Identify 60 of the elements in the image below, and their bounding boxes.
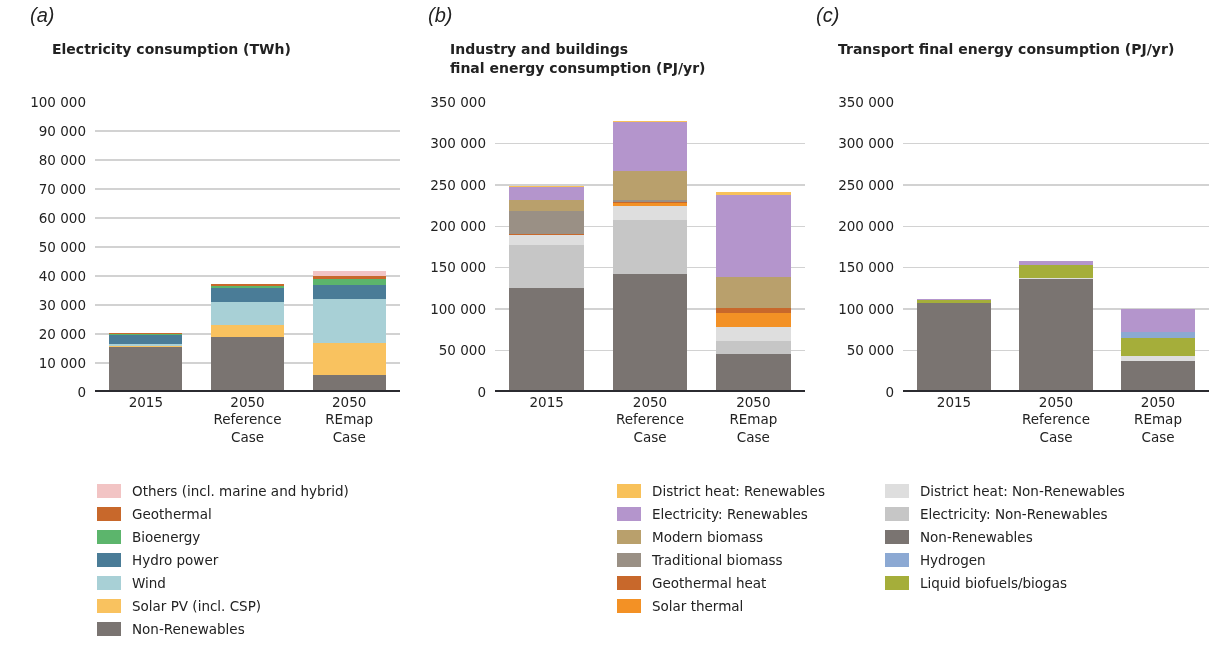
y-tick-label: 50 000 <box>846 342 894 359</box>
y-tick-label: 10 000 <box>38 354 86 371</box>
y-tick-label: 0 <box>477 383 486 400</box>
legend-label: Solar thermal <box>652 597 744 614</box>
y-tick-label: 200 000 <box>838 218 894 235</box>
y-tick-label: 250 000 <box>430 176 486 193</box>
y-tick-label: 100 000 <box>30 93 86 110</box>
legend-label: Non-Renewables <box>919 528 1033 545</box>
x-tick-label: 2015 <box>936 393 972 410</box>
y-tick-label: 90 000 <box>38 122 86 139</box>
text: (c) <box>816 4 840 27</box>
legend-label: Modern biomass <box>652 528 764 545</box>
chart-title: Electricity consumption (TWh) <box>52 40 291 59</box>
legend-label: Traditional biomass <box>652 551 783 568</box>
y-tick-label: 0 <box>77 383 86 400</box>
legend-label: Hydro power <box>132 551 219 568</box>
x-tick-label: 2050 Reference Case <box>1022 393 1090 445</box>
legend-label: District heat: Renewables <box>652 482 825 499</box>
y-tick-label: 50 000 <box>438 342 486 359</box>
legend-label: Electricity: Renewables <box>652 505 808 522</box>
y-tick-label: 200 000 <box>430 218 486 235</box>
text: (b) <box>428 4 453 27</box>
legend-label: Geothermal <box>132 505 212 522</box>
legend-label: Bioenergy <box>132 528 201 545</box>
legend-label: Electricity: Non-Renewables <box>919 505 1108 522</box>
y-tick-label: 70 000 <box>38 180 86 197</box>
y-tick-label: 300 000 <box>838 135 894 152</box>
legend-label: Solar PV (incl. CSP) <box>132 597 262 614</box>
x-tick-label: 2015 <box>128 393 164 410</box>
legend-label: Others (incl. marine and hybrid) <box>132 482 349 499</box>
y-tick-label: 150 000 <box>430 259 486 276</box>
y-tick-label: 350 000 <box>430 93 486 110</box>
x-tick-label: 2050 Reference Case <box>213 393 282 445</box>
y-tick-label: 0 <box>885 383 894 400</box>
y-tick-label: 300 000 <box>430 135 486 152</box>
x-tick-label: 2050 REmap Case <box>325 393 374 445</box>
y-tick-label: 40 000 <box>38 267 86 284</box>
y-tick-label: 100 000 <box>430 300 486 317</box>
chart-title: Transport final energy consumption (PJ/yr) <box>838 40 1175 59</box>
y-tick-label: 80 000 <box>38 151 86 168</box>
y-tick-label: 350 000 <box>838 93 894 110</box>
y-tick-label: 20 000 <box>38 325 86 342</box>
x-tick-label: 2050 REmap Case <box>1134 393 1182 445</box>
y-tick-label: 50 000 <box>38 238 86 255</box>
y-tick-label: 30 000 <box>38 296 86 313</box>
y-tick-label: 60 000 <box>38 209 86 226</box>
legend-label: Geothermal heat <box>652 574 767 591</box>
x-tick-label: 2050 REmap Case <box>729 393 778 445</box>
x-tick-label: 2015 <box>529 393 564 410</box>
legend-label: Wind <box>132 574 166 591</box>
legend-label: District heat: Non-Renewables <box>919 482 1125 499</box>
y-tick-label: 250 000 <box>838 176 894 193</box>
y-tick-label: 100 000 <box>838 300 894 317</box>
legend-label: Liquid biofuels/biogas <box>919 574 1067 591</box>
y-tick-label: 150 000 <box>838 259 894 276</box>
text: (a) <box>30 4 55 27</box>
legend-label: Non-Renewables <box>132 620 245 637</box>
legend-label: Hydrogen <box>919 551 986 568</box>
x-tick-label: 2050 Reference Case <box>616 393 684 445</box>
chart-title: Industry and buildings final energy consumption (PJ/yr) <box>450 40 706 78</box>
